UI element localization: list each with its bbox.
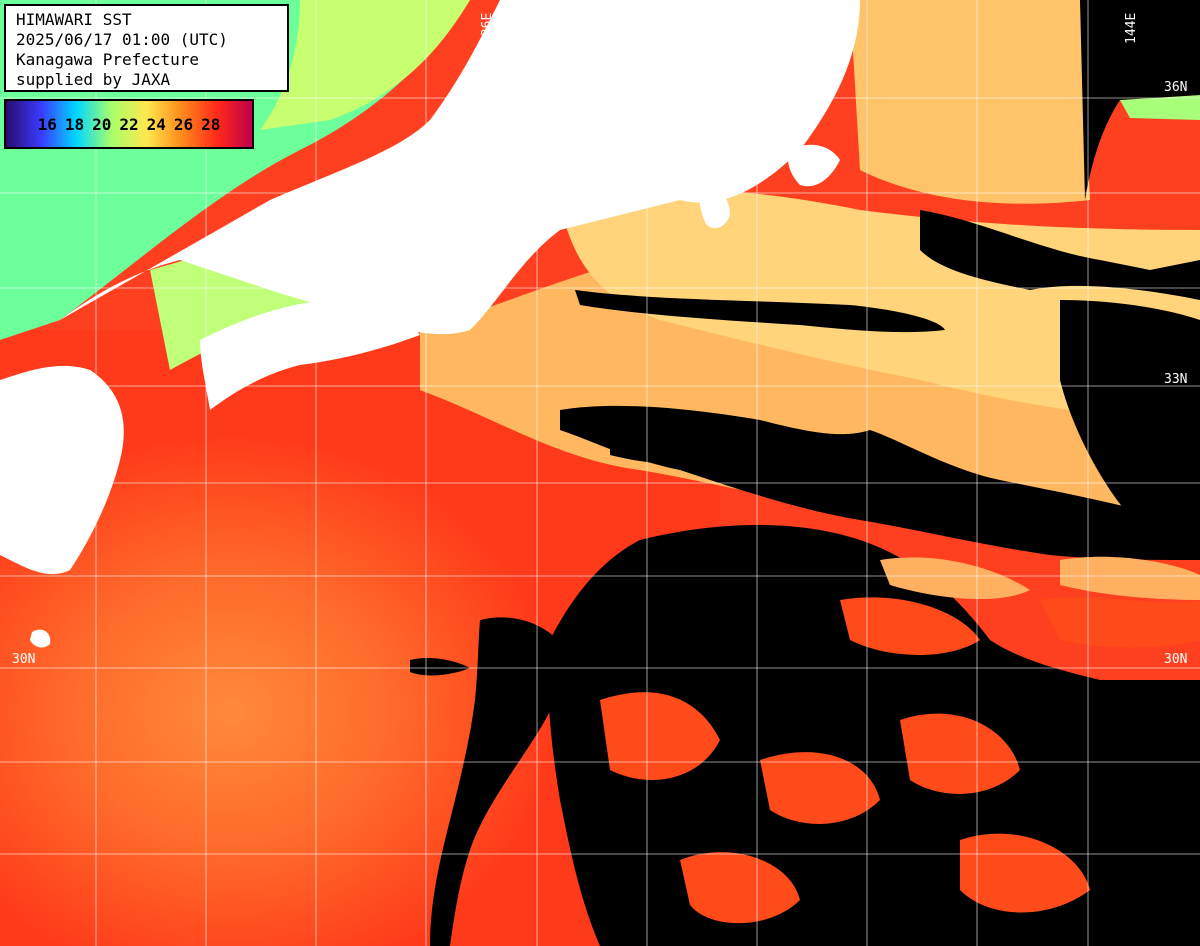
title-line-source: supplied by JAXA xyxy=(16,70,171,89)
legend-tick-28: 28 xyxy=(201,114,221,134)
lon-label-144e: 144E xyxy=(1124,12,1139,44)
sea-japan-sea-yellow xyxy=(260,0,470,130)
legend-tick-24: 24 xyxy=(146,114,166,134)
lat-label-36n: 36N xyxy=(1164,80,1188,95)
sea-northeast-cool xyxy=(850,0,1090,204)
title-line-product: HIMAWARI SST xyxy=(16,10,132,29)
land-shikoku xyxy=(200,300,420,410)
title-box: HIMAWARI SST 2025/06/17 01:00 (UTC) Kana… xyxy=(4,4,289,92)
cool-fragments xyxy=(880,556,1200,600)
legend-tick-26: 26 xyxy=(173,114,194,134)
legend-tick-22: 22 xyxy=(119,114,139,134)
land-izu xyxy=(699,186,730,229)
land-kyushu xyxy=(0,365,124,575)
land-honshu xyxy=(60,0,860,335)
title-line-datetime: 2025/06/17 01:00 (UTC) xyxy=(16,30,228,49)
land-boso xyxy=(788,144,840,187)
legend-tick-20: 20 xyxy=(92,114,112,134)
warm-fragments xyxy=(600,597,1200,924)
lat-label-30n-west: 30N xyxy=(12,652,36,667)
land-tanegashima xyxy=(30,629,51,648)
temperature-legend: 16 18 20 22 24 26 28 xyxy=(4,99,254,149)
lat-label-30n-east: 30N xyxy=(1164,652,1188,667)
lon-label-136e: 136E xyxy=(480,12,495,44)
legend-tick-18: 18 xyxy=(64,114,85,134)
lat-label-33n: 33N xyxy=(1164,372,1188,387)
legend-tick-16: 16 xyxy=(37,114,57,134)
title-line-agency: Kanagawa Prefecture xyxy=(16,50,200,69)
sea-north-cold xyxy=(1120,95,1200,120)
